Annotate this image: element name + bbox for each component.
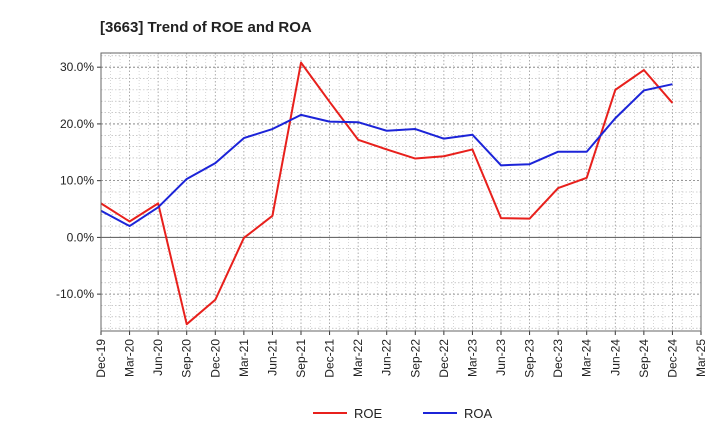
y-tick-label: 20.0% bbox=[60, 117, 94, 131]
plot-frame bbox=[100, 52, 702, 332]
x-tick-label: Mar-21 bbox=[237, 339, 251, 377]
x-tick-label: Mar-22 bbox=[351, 339, 365, 377]
y-tick-label: 10.0% bbox=[60, 174, 94, 188]
x-tick-label: Dec-21 bbox=[323, 339, 337, 378]
y-axis: -10.0% 0.0% 10.0% 20.0% 30.0% bbox=[56, 60, 101, 301]
x-tick-label: Mar-20 bbox=[123, 339, 137, 377]
x-tick-label: Jun-23 bbox=[494, 339, 508, 376]
x-tick-label: Sep-21 bbox=[294, 339, 308, 378]
x-tick-label: Mar-25 bbox=[694, 339, 708, 377]
x-tick-label: Dec-20 bbox=[208, 339, 222, 378]
x-tick-label: Jun-20 bbox=[151, 339, 165, 376]
x-tick-label: Jun-24 bbox=[608, 339, 622, 376]
x-tick-label: Jun-22 bbox=[380, 339, 394, 376]
chart-title: [3663] Trend of ROE and ROA bbox=[100, 19, 312, 36]
x-axis: Dec-19 Mar-20 Jun-20 Sep-20 Dec-20 Mar-21 Jun-… bbox=[94, 331, 708, 378]
x-tick-label: Sep-20 bbox=[180, 339, 194, 378]
y-tick-label: -10.0% bbox=[56, 287, 94, 301]
x-tick-label: Jun-21 bbox=[265, 339, 279, 376]
series-line-roe bbox=[100, 61, 674, 326]
grid-lines bbox=[101, 53, 701, 331]
x-tick-label: Mar-23 bbox=[465, 339, 479, 377]
series-line-roa bbox=[100, 83, 673, 228]
legend-label-roe: ROE bbox=[354, 406, 383, 421]
x-tick-label: Mar-24 bbox=[580, 339, 594, 377]
y-tick-label: 0.0% bbox=[67, 230, 95, 244]
x-tick-label: Dec-24 bbox=[665, 339, 679, 378]
x-tick-label: Dec-19 bbox=[94, 339, 108, 378]
y-tick-label: 30.0% bbox=[60, 60, 94, 74]
x-tick-label: Dec-22 bbox=[437, 339, 451, 378]
series-lines bbox=[100, 61, 674, 326]
x-tick-label: Dec-23 bbox=[551, 339, 565, 378]
x-tick-label: Sep-22 bbox=[408, 339, 422, 378]
x-tick-label: Sep-23 bbox=[523, 339, 537, 378]
x-tick-label: Sep-24 bbox=[637, 339, 651, 378]
legend: ROE ROA bbox=[313, 406, 493, 421]
legend-label-roa: ROA bbox=[464, 406, 493, 421]
